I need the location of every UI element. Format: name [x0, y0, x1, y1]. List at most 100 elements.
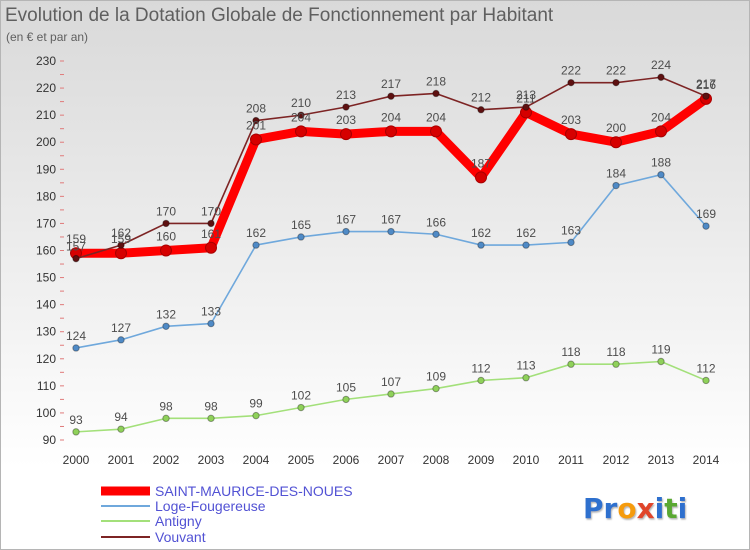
logo-letter: x — [637, 492, 655, 525]
data-label: 99 — [249, 397, 263, 411]
data-label: 112 — [696, 361, 715, 375]
data-label: 109 — [426, 370, 446, 384]
x-tick-label: 2010 — [513, 453, 540, 467]
series-3-point — [567, 78, 575, 87]
x-tick-label: 2013 — [648, 453, 675, 467]
y-tick-label: 220 — [36, 81, 56, 95]
data-label: 160 — [156, 230, 176, 244]
data-label: 162 — [471, 226, 491, 240]
series-2-point — [567, 360, 575, 368]
x-tick-label: 2003 — [198, 453, 225, 467]
series-3-point — [72, 254, 80, 263]
data-label: 133 — [201, 305, 221, 319]
data-label: 162 — [111, 226, 131, 240]
legend: SAINT-MAURICE-DES-NOUESLoge-FougereuseAn… — [101, 483, 353, 545]
data-label: 222 — [606, 64, 626, 78]
y-tick-label: 130 — [36, 325, 56, 339]
data-label: 112 — [471, 361, 490, 375]
y-tick-label: 150 — [36, 271, 56, 285]
y-tick-label: 120 — [36, 352, 56, 366]
x-tick-label: 2001 — [108, 453, 135, 467]
series-2-point — [522, 374, 530, 382]
data-label: 162 — [246, 226, 266, 240]
legend-item: SAINT-MAURICE-DES-NOUES — [101, 483, 353, 499]
series-2-point — [207, 414, 215, 423]
series-1-point — [207, 319, 215, 328]
series-3-point — [207, 219, 215, 228]
x-tick-label: 2011 — [558, 453, 584, 467]
data-label: 124 — [66, 329, 86, 343]
data-label: 184 — [606, 167, 626, 181]
data-label: 217 — [696, 77, 716, 91]
series-1-point — [432, 230, 440, 238]
x-axis: 2000 2001 2002 2003 2004 2005 2006 2007 2008 2009… — [63, 453, 720, 467]
series-2-point — [297, 403, 305, 412]
y-tick-label: 180 — [36, 189, 56, 203]
data-label: 222 — [561, 64, 581, 78]
series-0-point — [295, 125, 307, 138]
series-1-point — [297, 233, 305, 241]
series-1-point — [117, 336, 125, 344]
series-0-point — [205, 241, 217, 254]
data-label: 204 — [291, 110, 311, 124]
series-1-point — [72, 344, 80, 352]
series-2-point — [342, 395, 350, 404]
data-label: 98 — [159, 399, 173, 413]
legend-label: SAINT-MAURICE-DES-NOUES — [155, 483, 353, 499]
y-tick-label: 110 — [37, 379, 56, 393]
data-label: 161 — [201, 227, 221, 241]
x-tick-label: 2008 — [423, 453, 450, 467]
data-label: 102 — [291, 389, 311, 403]
logo-letter: r — [604, 492, 618, 525]
data-label: 208 — [246, 102, 266, 116]
series-1-point — [522, 241, 530, 249]
series-2-point — [117, 425, 125, 433]
legend-label: Vouvant — [155, 529, 206, 545]
series-1-point — [567, 238, 575, 247]
series-1-point — [342, 227, 350, 236]
series-0-point — [610, 136, 622, 149]
data-label: 210 — [291, 96, 311, 110]
data-label: 163 — [561, 223, 581, 237]
series-1-point — [162, 322, 170, 330]
data-label: 167 — [381, 213, 401, 227]
series-3-point — [252, 116, 260, 125]
data-label: 113 — [516, 359, 535, 373]
series-2-point — [252, 411, 260, 420]
series-2-point — [702, 376, 710, 385]
chart-title: Evolution de la Dotation Globale de Fonc… — [5, 5, 554, 26]
data-label: 169 — [696, 207, 716, 221]
series-3-point — [297, 111, 305, 119]
series-2-point — [657, 357, 665, 366]
data-label: 224 — [651, 58, 671, 72]
data-label: 94 — [114, 410, 128, 424]
y-axis: 90 100 110 120 130 140 150 160 170 180 190 200 210 22… — [36, 54, 64, 447]
data-label: 204 — [426, 110, 446, 124]
series-2-point — [162, 414, 170, 423]
data-label: 118 — [561, 345, 580, 359]
proxiti-logo: Proxiti — [583, 492, 687, 525]
series-3-point — [657, 73, 665, 81]
data-label: 216 — [696, 78, 716, 92]
data-label: 213 — [516, 88, 536, 102]
data-label: 204 — [381, 110, 401, 124]
x-tick-label: 2002 — [153, 453, 180, 467]
y-tick-label: 230 — [36, 54, 56, 68]
series-2-point — [387, 390, 395, 398]
x-tick-label: 2000 — [63, 453, 90, 467]
y-tick-label: 170 — [36, 216, 56, 230]
series-1-point — [477, 241, 485, 249]
logo-letter: t — [664, 492, 677, 525]
x-tick-label: 2012 — [603, 453, 630, 467]
data-label: 204 — [651, 110, 671, 124]
legend-item: Loge-Fougereuse — [101, 498, 266, 514]
series-3-point — [612, 78, 620, 87]
data-labels: 159 159 160 161 201 204 203 204 204 187 211 203 200 2… — [66, 58, 716, 427]
y-tick-label: 90 — [43, 433, 57, 447]
x-tick-label: 2014 — [693, 453, 720, 467]
series-1-point — [657, 171, 665, 179]
series-0-point — [340, 128, 352, 141]
series-0-point — [250, 133, 262, 146]
series-0-point — [565, 128, 577, 141]
